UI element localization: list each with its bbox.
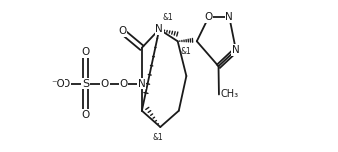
Text: &1: &1 (162, 13, 173, 22)
Text: O: O (118, 26, 126, 36)
Text: N: N (138, 79, 146, 89)
Text: O: O (119, 79, 127, 89)
Text: O: O (204, 12, 213, 22)
Text: S: S (82, 79, 89, 89)
Text: ⁻O: ⁻O (51, 79, 65, 89)
Text: CH₃: CH₃ (220, 90, 238, 99)
Text: N: N (155, 24, 163, 34)
Text: &1: &1 (153, 133, 164, 142)
Text: N: N (225, 12, 233, 22)
Text: O: O (62, 79, 70, 89)
Text: O: O (81, 110, 90, 120)
Text: &1: &1 (181, 47, 191, 55)
Text: O: O (81, 47, 90, 57)
Text: N: N (232, 45, 240, 55)
Text: O: O (101, 79, 109, 89)
